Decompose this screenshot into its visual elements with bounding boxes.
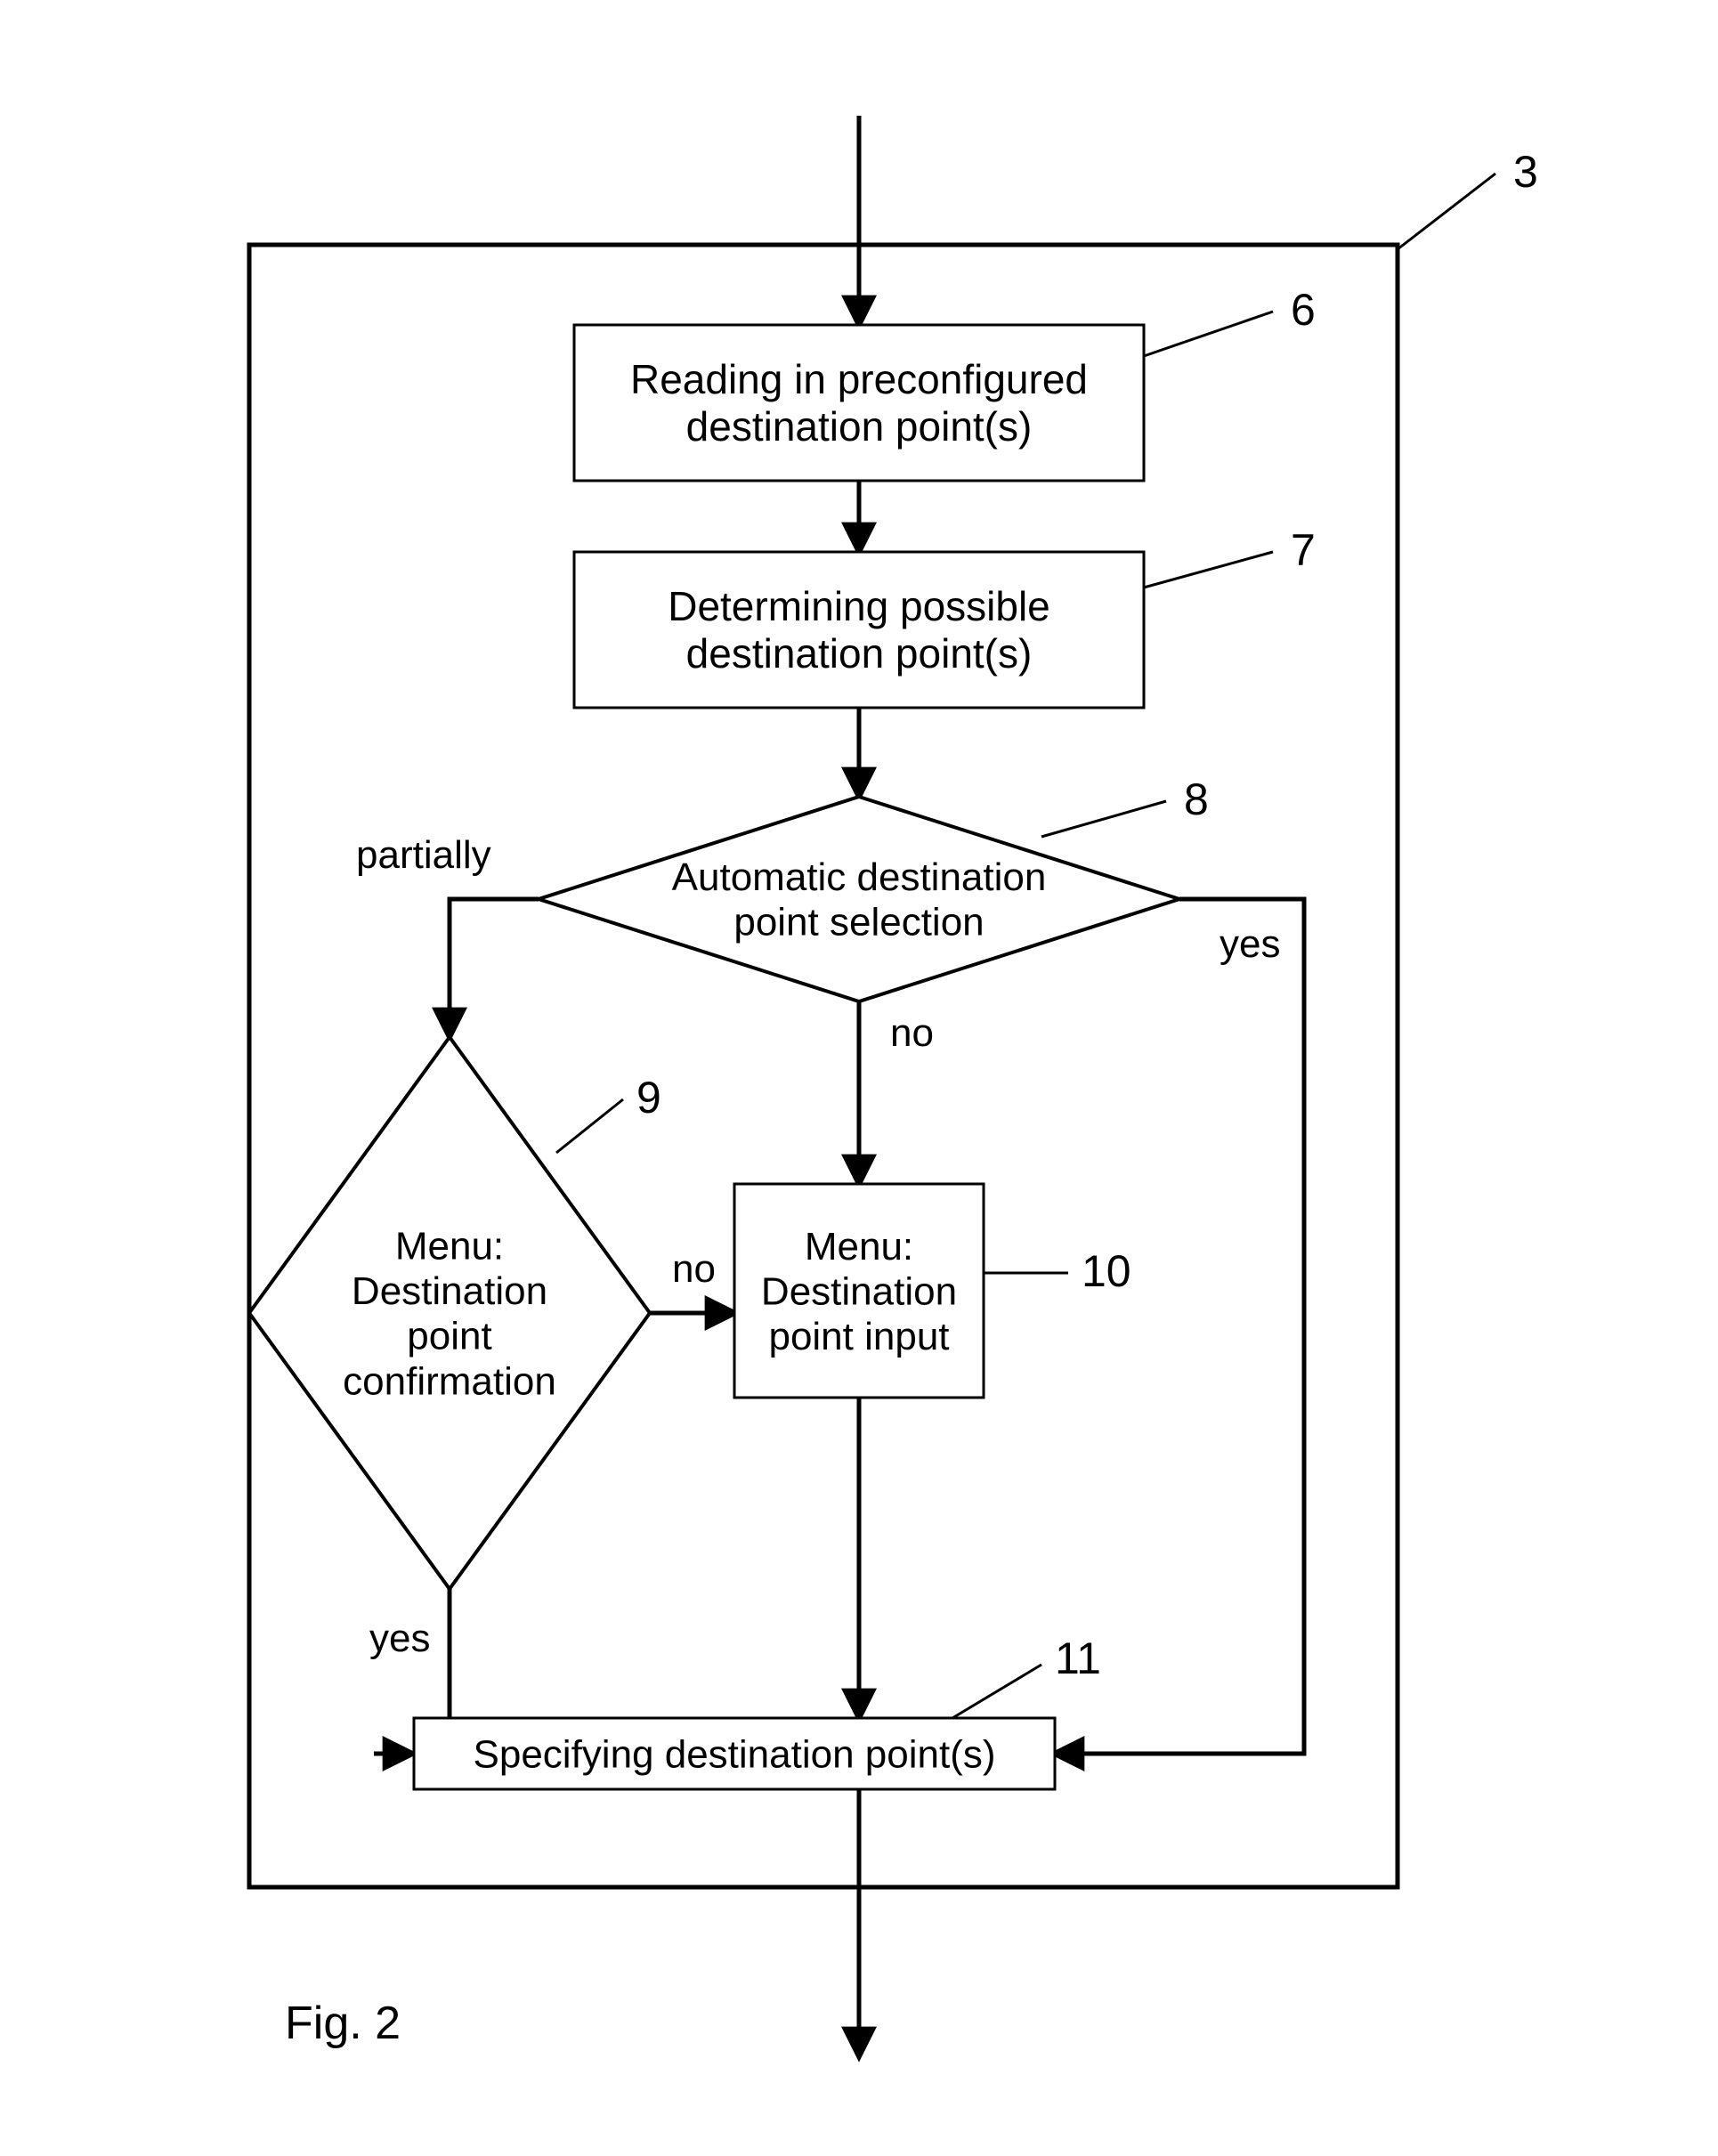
edge-label-e8_10: no (890, 1011, 934, 1055)
ref-leader-r6 (1144, 312, 1273, 356)
ref-label-r11: 11 (1055, 1633, 1101, 1683)
node-label-n11: Specifying destination point(s) (474, 1732, 996, 1776)
ref-label-r10: 10 (1082, 1246, 1131, 1296)
edge-label-e9_11: yes (369, 1617, 430, 1660)
ref-leader-r7 (1144, 552, 1273, 588)
edge-e8_left (450, 899, 539, 1037)
ref-label-r6: 6 (1291, 285, 1316, 335)
ref-leader-r11 (952, 1665, 1041, 1718)
ref-label-r3: 3 (1513, 147, 1538, 197)
edge-label-e8_left: partially (356, 833, 491, 877)
edge-label-e8_right: yes (1220, 922, 1280, 966)
flowchart-figure: no partially yes no yes Reading in preconfigu… (0, 0, 1718, 2156)
ref-label-r7: 7 (1291, 525, 1316, 575)
figure-caption: Fig. 2 (285, 1998, 401, 2049)
node-label-n7: Determining possibledestination point(s) (668, 583, 1050, 677)
edge-label-e9_10: no (672, 1247, 716, 1291)
ref-leader-r3 (1398, 174, 1495, 249)
edge-e8_right (1055, 899, 1304, 1754)
ref-label-r8: 8 (1184, 774, 1209, 824)
node-label-n6: Reading in preconfigureddestination poin… (630, 356, 1088, 450)
ref-leader-r9 (556, 1099, 623, 1153)
ref-label-r9: 9 (636, 1073, 661, 1123)
ref-leader-r8 (1041, 801, 1166, 837)
